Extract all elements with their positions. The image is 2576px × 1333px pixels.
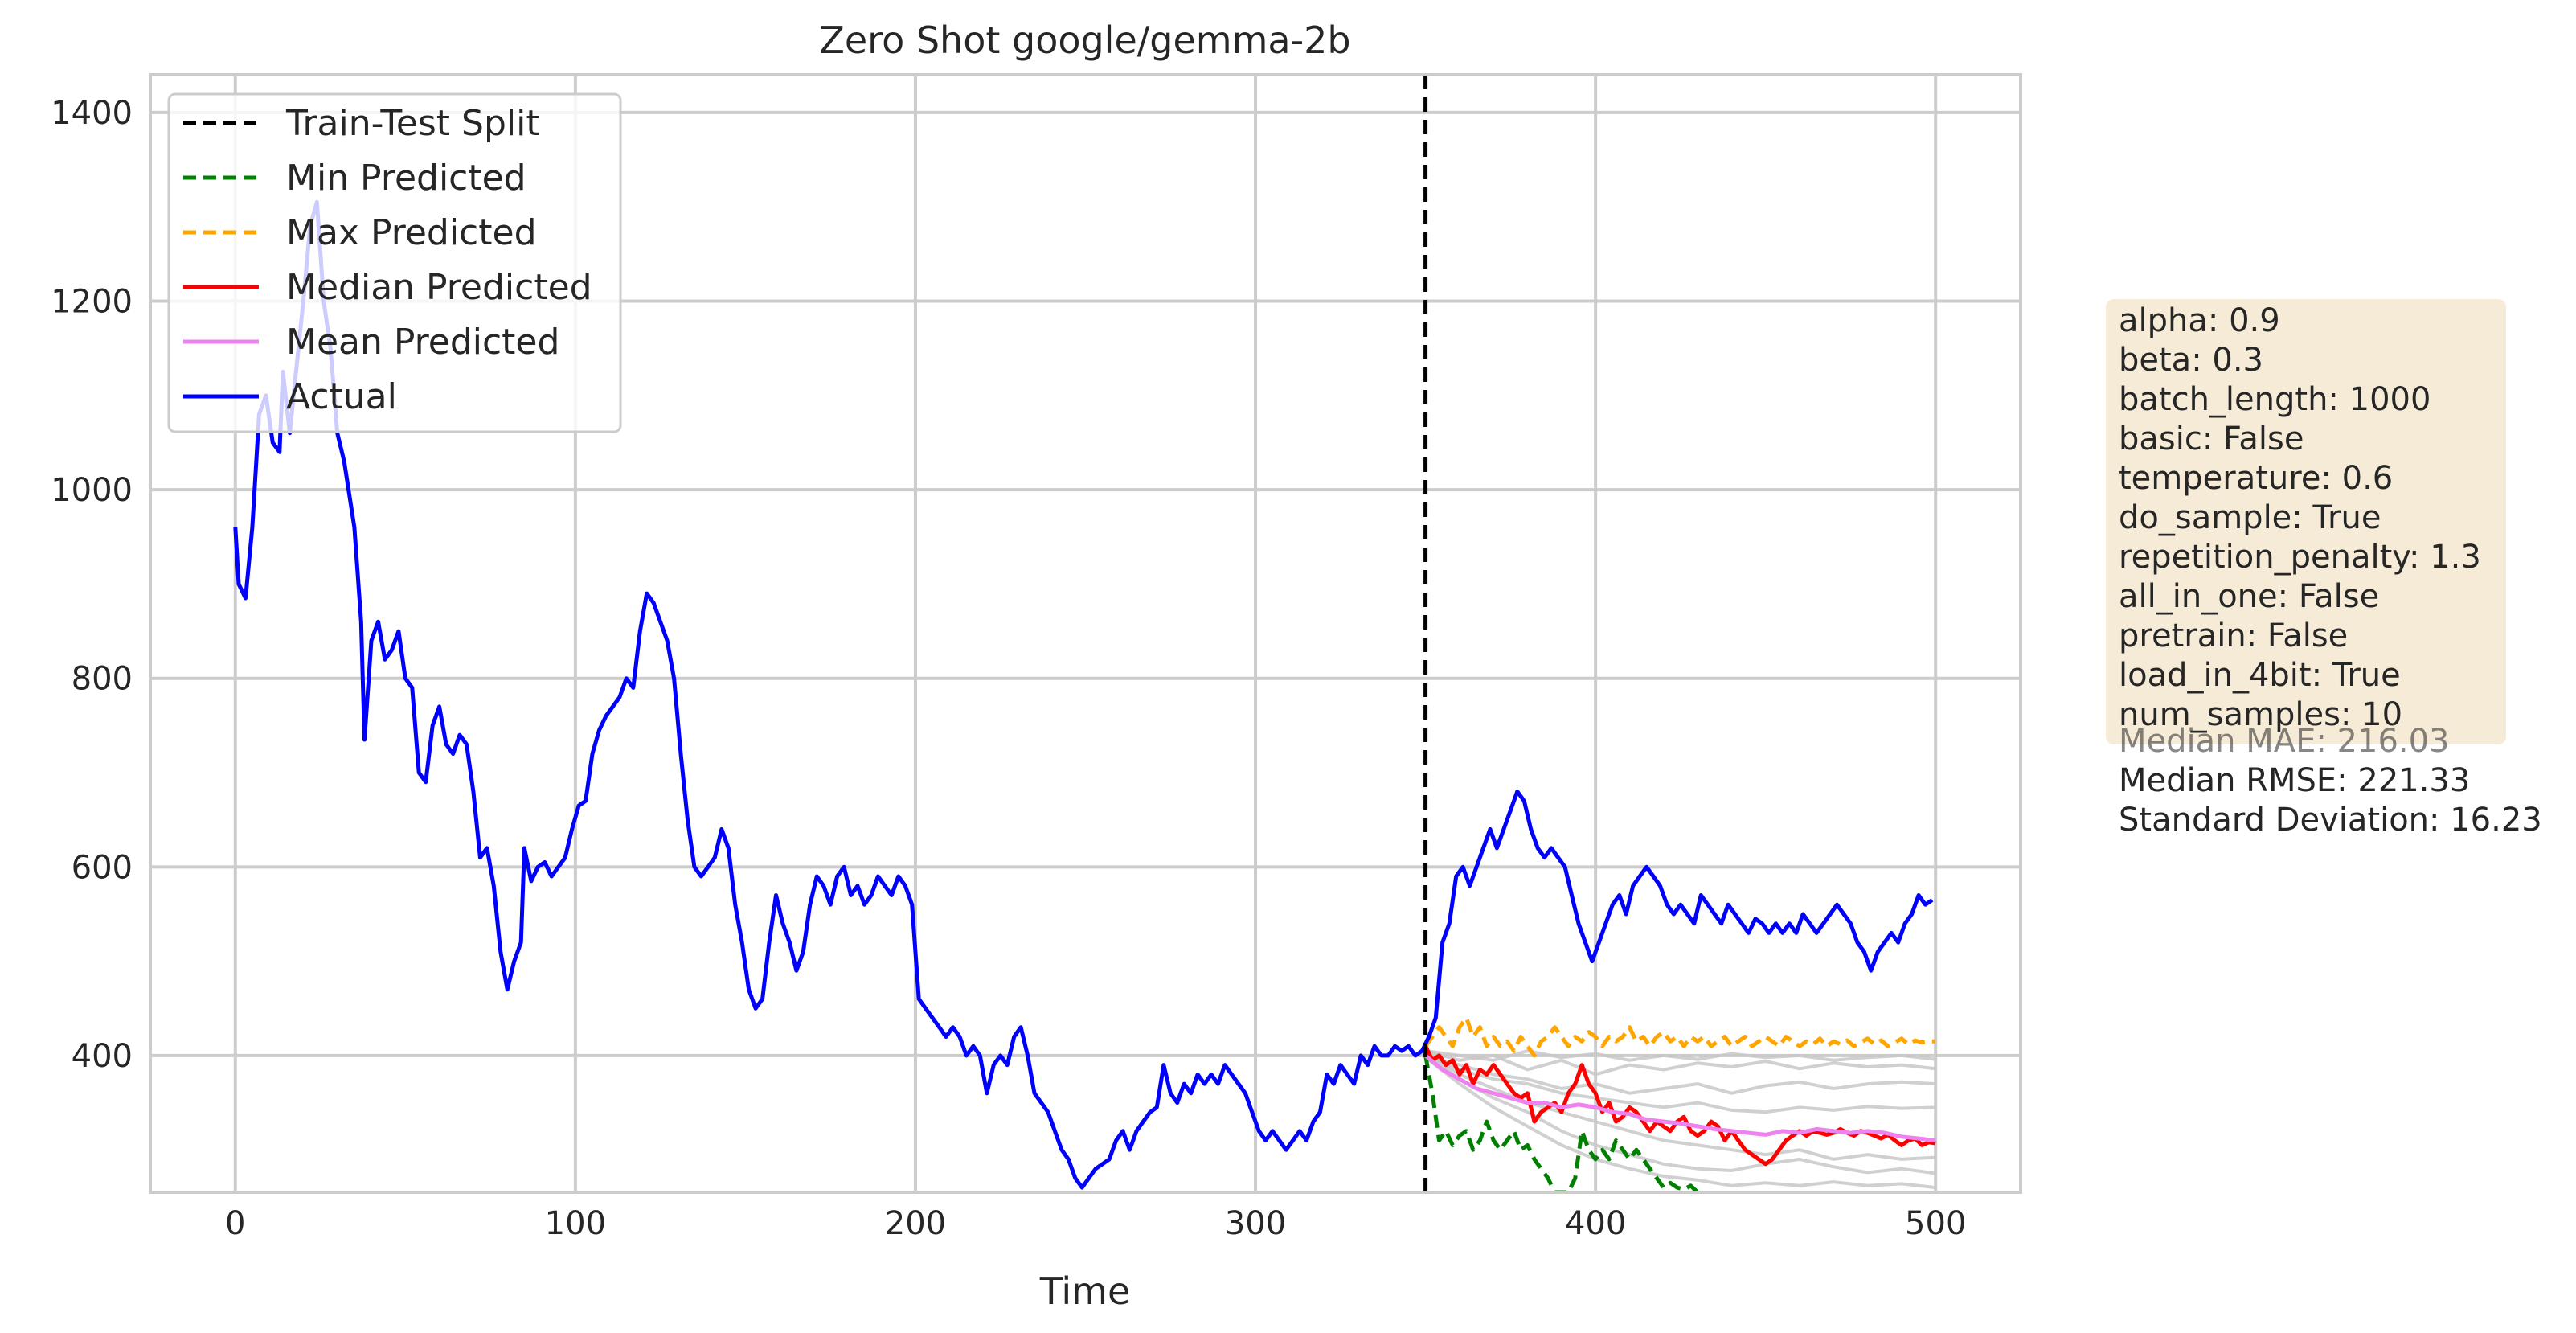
param-line: load_in_4bit: True (2119, 657, 2401, 694)
param-line: do_sample: True (2119, 499, 2381, 536)
param-line: basic: False (2119, 420, 2304, 457)
metrics-text: Median MAE: 216.03 Median RMSE: 221.33 S… (2119, 722, 2542, 840)
x-tick-label: 500 (1905, 1205, 1966, 1242)
y-tick-label: 1200 (51, 284, 133, 321)
y-tick-label: 800 (72, 661, 133, 698)
legend-label: Actual (286, 376, 397, 417)
param-line: num_samples: 10 (2119, 696, 2403, 733)
param-line: repetition_penalty: 1.3 (2119, 539, 2481, 576)
median-rmse: Median RMSE: 221.33 (2119, 762, 2471, 799)
x-tick-label: 0 (225, 1205, 245, 1242)
y-tick-label: 600 (72, 849, 133, 886)
legend-label: Train-Test Split (285, 103, 540, 144)
y-tick-label: 1000 (51, 472, 133, 509)
sample-line (1425, 1049, 1936, 1077)
legend: Train-Test Split Min Predicted Max Predict… (167, 92, 622, 433)
sample-line (1424, 1054, 1936, 1175)
param-line: alpha: 0.9 (2119, 302, 2280, 339)
param-line: batch_length: 1000 (2119, 381, 2431, 418)
x-tick-label: 400 (1565, 1205, 1626, 1242)
x-axis-label: Time (1039, 1269, 1131, 1313)
y-tick-label: 1400 (51, 95, 133, 132)
tick-labels: 0 100 200 300 400 500 400 600 800 1000 1200 1400 (51, 95, 1966, 1242)
y-tick-label: 400 (72, 1038, 133, 1075)
series-layer (233, 199, 1936, 1192)
sample-line (1424, 1052, 1936, 1161)
parameters-box (2106, 299, 2506, 744)
median-mae: Median MAE: 216.03 (2119, 723, 2450, 760)
x-tick-label: 200 (885, 1205, 946, 1242)
param-line: pretrain: False (2119, 617, 2349, 654)
standard-deviation: Standard Deviation: 16.23 (2119, 802, 2542, 839)
param-line: all_in_one: False (2119, 578, 2380, 615)
sample-line (1424, 1054, 1936, 1114)
legend-label: Min Predicted (286, 158, 526, 199)
series-mean-predicted (1423, 1053, 1936, 1142)
param-line: beta: 0.3 (2119, 342, 2263, 379)
sample-line (1425, 1053, 1936, 1095)
sample-line (1424, 1056, 1936, 1190)
x-tick-label: 100 (545, 1205, 606, 1242)
series-min-predicted (1423, 1055, 1699, 1192)
series-actual (233, 199, 1934, 1190)
x-tick-label: 300 (1225, 1205, 1286, 1242)
legend-box (167, 92, 622, 433)
series-max-predicted (1423, 1015, 1936, 1058)
sample-line (1425, 1049, 1936, 1062)
legend-label: Mean Predicted (286, 322, 559, 363)
legend-label: Median Predicted (286, 267, 592, 308)
legend-label: Max Predicted (286, 212, 537, 253)
param-line: temperature: 0.6 (2119, 460, 2394, 497)
chart-title: Zero Shot google/gemma-2b (819, 18, 1350, 62)
plot-frame (149, 73, 2022, 1194)
parameters-text: alpha: 0.9 beta: 0.3 batch_length: 1000 … (2119, 301, 2481, 735)
